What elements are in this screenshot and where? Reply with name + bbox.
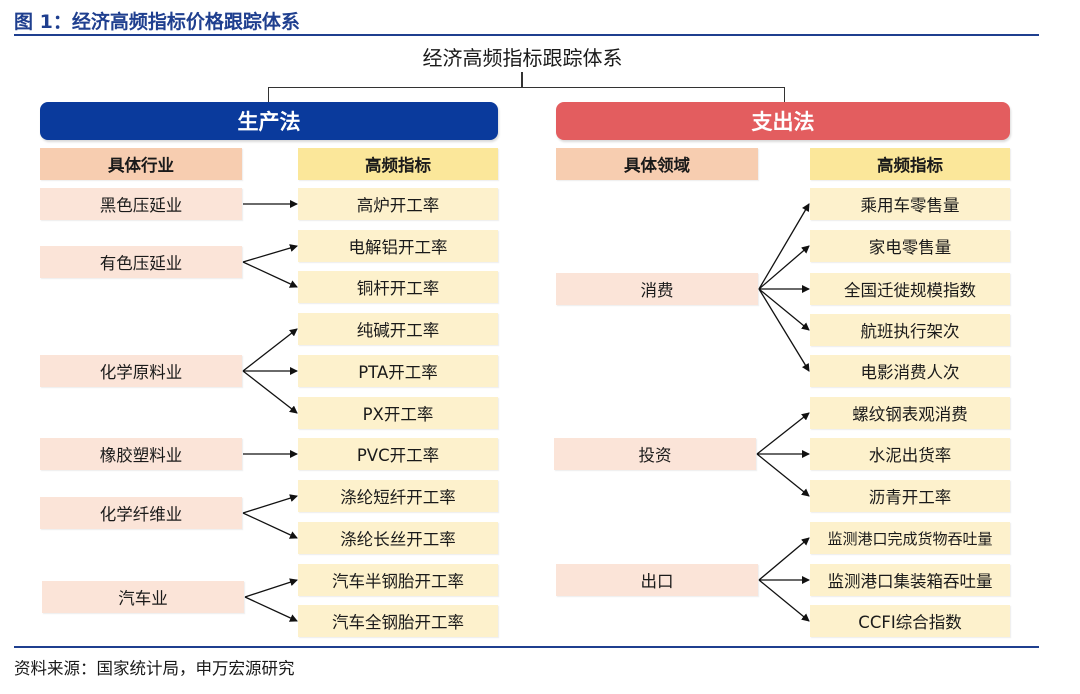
expenditure-indicator-box: 监测港口完成货物吞吐量 bbox=[810, 522, 1010, 554]
title-bracket bbox=[268, 87, 785, 103]
production-indicator-box: 纯碱开工率 bbox=[298, 313, 498, 345]
expenditure-indicator-box: 监测港口集装箱吞吐量 bbox=[810, 564, 1010, 596]
arrow-line bbox=[758, 537, 810, 581]
arrow-line bbox=[756, 412, 810, 455]
arrow-line bbox=[242, 328, 298, 372]
arrow-line bbox=[244, 578, 298, 598]
arrow-line bbox=[244, 596, 298, 622]
industry-box: 化学纤维业 bbox=[40, 497, 242, 529]
top-rule bbox=[14, 34, 1039, 36]
industry-box: 汽车业 bbox=[42, 581, 244, 613]
arrow-line bbox=[758, 245, 810, 290]
arrow-line bbox=[758, 288, 810, 372]
arrow-line bbox=[242, 370, 298, 414]
arrow-line bbox=[242, 512, 298, 539]
production-indicator-box: PX开工率 bbox=[298, 397, 498, 429]
expenditure-indicator-box: 沥青开工率 bbox=[810, 480, 1010, 512]
production-indicator-box: 高炉开工率 bbox=[298, 188, 498, 220]
arrow-line bbox=[758, 288, 810, 331]
production-indicator-box: 汽车半钢胎开工率 bbox=[298, 564, 498, 596]
expenditure-indicator-box: 水泥出货率 bbox=[810, 438, 1010, 470]
production-indicator-box: 涤纶短纤开工率 bbox=[298, 480, 498, 512]
production-indicator-box: 铜杆开工率 bbox=[298, 271, 498, 303]
production-right-header: 高频指标 bbox=[298, 148, 498, 180]
expenditure-indicator-box: 电影消费人次 bbox=[810, 355, 1010, 387]
figure-title: 图 1：经济高频指标价格跟踪体系 bbox=[14, 11, 300, 33]
area-box: 出口 bbox=[556, 564, 758, 596]
production-indicator-box: PVC开工率 bbox=[298, 438, 498, 470]
expenditure-indicator-box: 家电零售量 bbox=[810, 230, 1010, 262]
industry-box: 黑色压延业 bbox=[40, 188, 242, 220]
arrow-line bbox=[758, 579, 810, 622]
expenditure-indicator-box: 螺纹钢表观消费 bbox=[810, 397, 1010, 429]
area-box: 投资 bbox=[554, 438, 756, 470]
bottom-rule bbox=[14, 646, 1039, 648]
production-left-header: 具体行业 bbox=[40, 148, 242, 180]
production-indicator-box: PTA开工率 bbox=[298, 355, 498, 387]
expenditure-left-header: 具体领域 bbox=[556, 148, 758, 180]
expenditure-indicator-box: 全国迁徙规模指数 bbox=[810, 273, 1010, 305]
expenditure-right-header: 高频指标 bbox=[810, 148, 1010, 180]
main-title: 经济高频指标跟踪体系 bbox=[422, 46, 623, 70]
title-stem bbox=[521, 72, 523, 87]
production-indicator-box: 涤纶长丝开工率 bbox=[298, 522, 498, 554]
expenditure-indicator-box: 航班执行架次 bbox=[810, 314, 1010, 346]
expenditure-indicator-box: CCFI综合指数 bbox=[810, 605, 1010, 637]
source-note: 资料来源：国家统计局，申万宏源研究 bbox=[14, 659, 295, 678]
production-indicator-box: 电解铝开工率 bbox=[298, 230, 498, 262]
arrow-line bbox=[242, 494, 298, 514]
production-banner: 生产法 bbox=[40, 102, 498, 140]
expenditure-banner: 支出法 bbox=[556, 102, 1010, 140]
production-indicator-box: 汽车全钢胎开工率 bbox=[298, 605, 498, 637]
expenditure-indicator-box: 乘用车零售量 bbox=[810, 188, 1010, 220]
arrow-line bbox=[758, 203, 810, 290]
industry-box: 化学原料业 bbox=[40, 355, 242, 387]
area-box: 消费 bbox=[556, 273, 758, 305]
arrow-line bbox=[242, 261, 298, 288]
arrow-line bbox=[242, 244, 298, 263]
arrow-line bbox=[756, 453, 810, 497]
industry-box: 橡胶塑料业 bbox=[40, 438, 242, 470]
industry-box: 有色压延业 bbox=[40, 246, 242, 278]
